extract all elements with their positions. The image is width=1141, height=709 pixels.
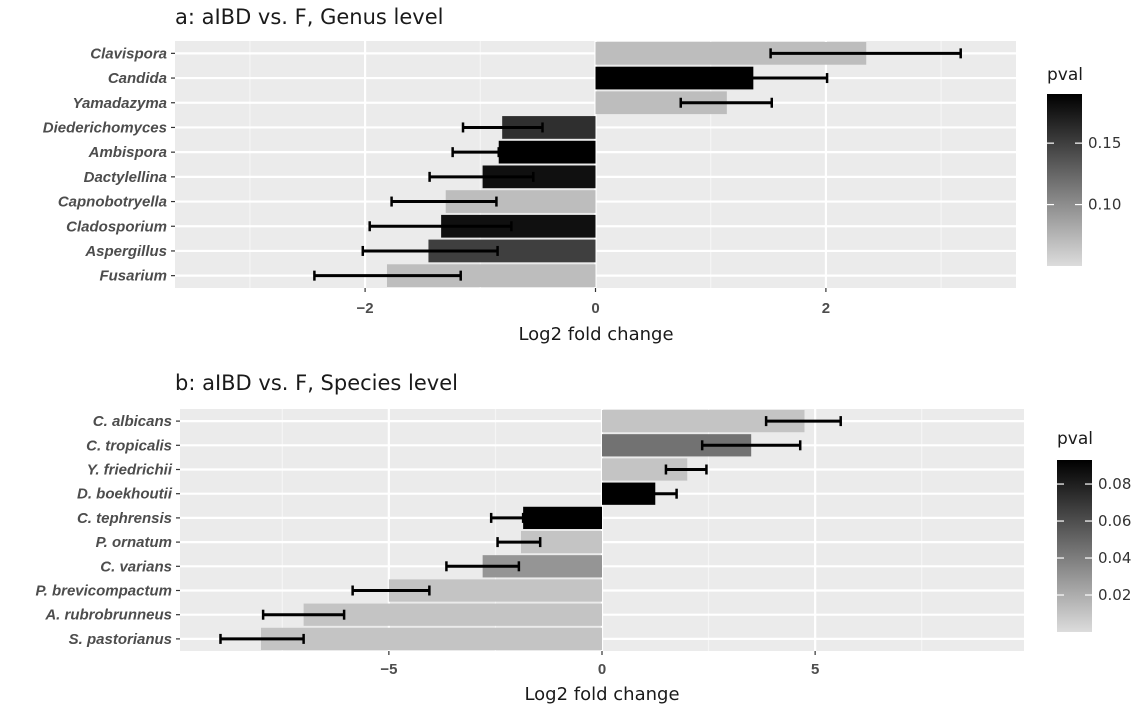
panel-b-x-axis-label: Log2 fold change bbox=[524, 684, 679, 705]
bar bbox=[260, 627, 602, 651]
panel-b-legend: pval 0.02 0.04 0.06 0.08 bbox=[1057, 429, 1131, 632]
x-tick-label: −2 bbox=[357, 300, 374, 317]
category-label: D. boekhoutii bbox=[77, 486, 173, 503]
bar bbox=[445, 190, 596, 213]
x-tick-label: 0 bbox=[591, 300, 599, 317]
bar bbox=[521, 530, 602, 554]
category-label: P. ornatum bbox=[96, 534, 172, 551]
legend-tick-label: 0.02 bbox=[1098, 586, 1131, 604]
category-label: C. tropicalis bbox=[86, 437, 172, 454]
category-label: Yamadazyma bbox=[73, 95, 168, 112]
bar bbox=[523, 506, 602, 530]
category-label: C. albicans bbox=[93, 413, 172, 430]
bar bbox=[602, 482, 656, 505]
panel-b-legend-title: pval bbox=[1057, 429, 1093, 449]
category-label: A. rubrobrunneus bbox=[44, 607, 172, 624]
bar bbox=[502, 116, 596, 139]
bar bbox=[386, 264, 596, 288]
bar bbox=[482, 555, 602, 578]
bar bbox=[303, 603, 602, 626]
panel-a-x-axis-label: Log2 fold change bbox=[518, 324, 673, 345]
bar bbox=[498, 140, 596, 164]
legend-tick-label: 0.08 bbox=[1098, 475, 1131, 493]
bar bbox=[602, 409, 805, 433]
legend-tick-label: 0.15 bbox=[1088, 134, 1121, 152]
bar bbox=[602, 434, 752, 457]
panel-a-title: a: aIBD vs. F, Genus level bbox=[175, 5, 443, 29]
category-label: Capnobotryella bbox=[58, 194, 167, 211]
panel-b-title: b: aIBD vs. F, Species level bbox=[175, 371, 458, 395]
category-label: C. varians bbox=[100, 558, 172, 575]
legend-tick-label: 0.10 bbox=[1088, 196, 1121, 214]
bar bbox=[595, 66, 754, 90]
category-label: P. brevicompactum bbox=[36, 583, 172, 600]
legend-tick-label: 0.06 bbox=[1098, 512, 1131, 530]
category-label: Y. friedrichii bbox=[87, 462, 173, 479]
panel-a-legend: pval 0.10 0.15 bbox=[1047, 65, 1121, 266]
category-label: Ambispora bbox=[88, 144, 167, 161]
category-label: C. tephrensis bbox=[77, 510, 172, 527]
category-label: Clavispora bbox=[90, 45, 167, 62]
category-label: Diederichomyces bbox=[43, 119, 167, 136]
bar bbox=[441, 214, 596, 238]
category-label: S. pastorianus bbox=[69, 631, 172, 648]
legend-tick-label: 0.04 bbox=[1098, 549, 1131, 567]
x-tick-label: 5 bbox=[811, 661, 819, 678]
x-tick-label: 0 bbox=[598, 661, 606, 678]
x-tick-label: −5 bbox=[380, 661, 397, 678]
bar bbox=[388, 579, 602, 602]
category-label: Aspergillus bbox=[84, 243, 167, 260]
panel-b-plot: −5 0 5 C. albicans C. tropicalis Y. friedrich… bbox=[36, 409, 1024, 678]
bar bbox=[602, 458, 688, 481]
category-label: Cladosporium bbox=[66, 218, 167, 235]
x-tick-label: 2 bbox=[822, 300, 830, 317]
category-label: Fusarium bbox=[99, 268, 167, 285]
bar bbox=[595, 91, 727, 115]
bar bbox=[428, 239, 596, 263]
bar bbox=[482, 165, 596, 189]
panel-a-legend-title: pval bbox=[1047, 65, 1083, 85]
bar bbox=[595, 41, 867, 65]
panel-a-plot: −2 0 2 Clavispora Candida Yamadazyma Diederich… bbox=[43, 41, 1016, 317]
category-label: Dactylellina bbox=[84, 169, 167, 186]
panel-b-colorbar bbox=[1057, 460, 1092, 632]
panel-a-colorbar bbox=[1047, 94, 1082, 266]
category-label: Candida bbox=[108, 70, 167, 87]
